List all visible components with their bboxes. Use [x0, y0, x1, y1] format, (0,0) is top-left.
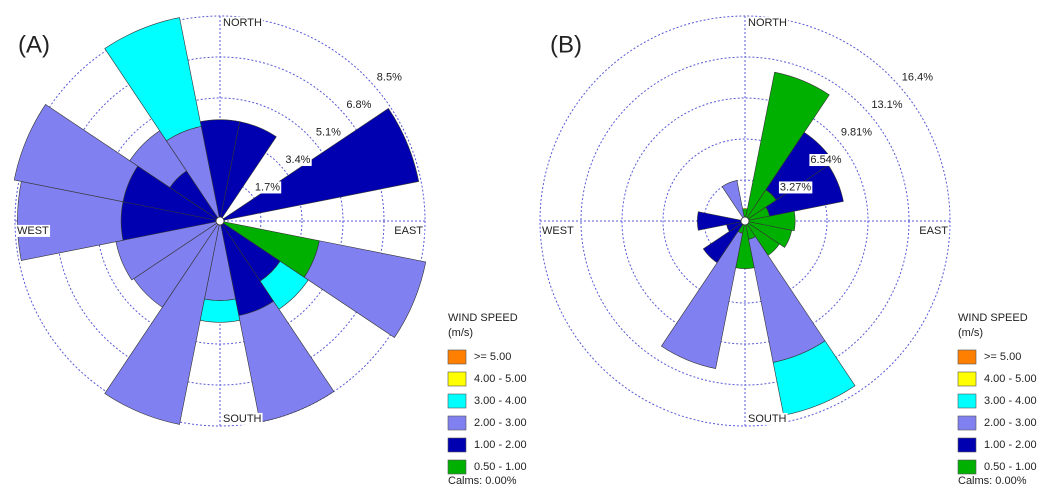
wind-wedge — [199, 298, 241, 323]
wind-wedge — [104, 17, 202, 142]
ring — [662, 138, 828, 304]
legend-label: 1.00 - 2.00 — [984, 439, 1037, 451]
ring-label: 3.4% — [285, 154, 310, 166]
center — [740, 216, 750, 226]
ring-label-bg — [314, 126, 343, 139]
direction-label-bg — [222, 16, 263, 29]
direction-label-bg — [541, 224, 576, 237]
legend-label: 4.00 - 5.00 — [474, 373, 527, 385]
legend-label: 0.50 - 1.00 — [984, 461, 1037, 473]
legend-swatch — [447, 393, 467, 409]
wind-wedge — [697, 211, 746, 231]
calms: Calms: 0.00% — [958, 475, 1027, 487]
ring-label: 3.27% — [780, 181, 811, 193]
ring-label-bg — [375, 71, 404, 84]
legend-swatch — [447, 371, 467, 387]
legend-label: 2.00 - 3.00 — [474, 417, 527, 429]
direction-label: SOUTH — [223, 413, 262, 425]
ring-label: 9.81% — [841, 127, 872, 139]
ring-label-bg — [900, 71, 935, 84]
legend-swatch — [957, 371, 977, 387]
wind-wedge — [238, 300, 335, 423]
direction-label: EAST — [919, 225, 948, 237]
ring-label: 5.1% — [316, 127, 341, 139]
direction-label-bg — [918, 224, 950, 237]
ring-label: 8.5% — [377, 72, 402, 84]
ring-label-bg — [253, 181, 282, 194]
direction-label-bg — [747, 16, 788, 29]
calms: Calms: 0.00% — [448, 475, 517, 487]
legend-title: (m/s) — [958, 327, 983, 339]
direction-label: EAST — [394, 225, 423, 237]
legend-label: 4.00 - 5.00 — [984, 373, 1037, 385]
legend-swatch — [447, 349, 467, 365]
ring-label: 6.8% — [346, 99, 371, 111]
legend-title: WIND SPEED — [958, 312, 1028, 324]
legend-title: (m/s) — [448, 327, 473, 339]
legend-swatch — [957, 415, 977, 431]
legend-label: >= 5.00 — [474, 351, 511, 363]
panel-label: (B) — [550, 31, 582, 58]
legend-swatch — [957, 437, 977, 453]
direction-label: NORTH — [223, 17, 262, 29]
legend-swatch — [957, 349, 977, 365]
legend-title: WIND SPEED — [448, 312, 518, 324]
legend-label: >= 5.00 — [984, 351, 1021, 363]
legend-label: 2.00 - 3.00 — [984, 417, 1037, 429]
direction-label-bg — [747, 412, 788, 425]
direction-label: WEST — [17, 225, 49, 237]
legend-label: 3.00 - 4.00 — [984, 395, 1037, 407]
ring-label-bg — [870, 99, 904, 112]
ring-label: 6.54% — [810, 154, 841, 166]
ring-label-bg — [809, 154, 843, 167]
wind-wedge — [744, 220, 793, 248]
wind-wedge — [660, 231, 743, 369]
ring-label-bg — [778, 181, 813, 194]
direction-label-bg — [16, 224, 51, 237]
ring-label: 13.1% — [871, 99, 902, 111]
wind-wedge — [744, 71, 830, 222]
legend-swatch — [447, 415, 467, 431]
direction-label: WEST — [542, 225, 574, 237]
wind-wedge — [219, 121, 277, 222]
ring-label-bg — [345, 99, 373, 112]
center — [215, 216, 225, 226]
wind-wedge — [303, 240, 427, 338]
legend-label: 3.00 - 4.00 — [474, 395, 527, 407]
direction-label-bg — [393, 224, 425, 237]
direction-label: NORTH — [748, 17, 787, 29]
legend-swatch — [957, 393, 977, 409]
legend-swatch — [447, 437, 467, 453]
legend-swatch — [447, 459, 467, 475]
direction-label-bg — [222, 412, 263, 425]
wind-wedge — [721, 180, 746, 222]
ring-label: 16.4% — [902, 72, 933, 84]
ring-label: 1.7% — [255, 181, 280, 193]
legend-swatch — [957, 459, 977, 475]
wind-wedge — [104, 220, 221, 425]
ring-label-bg — [284, 154, 312, 167]
legend-label: 1.00 - 2.00 — [474, 439, 527, 451]
ring-label-bg — [839, 126, 874, 139]
direction-label: SOUTH — [748, 413, 787, 425]
wind-wedge — [259, 260, 309, 310]
legend-label: 0.50 - 1.00 — [474, 461, 527, 473]
panel-label: (A) — [18, 31, 50, 58]
